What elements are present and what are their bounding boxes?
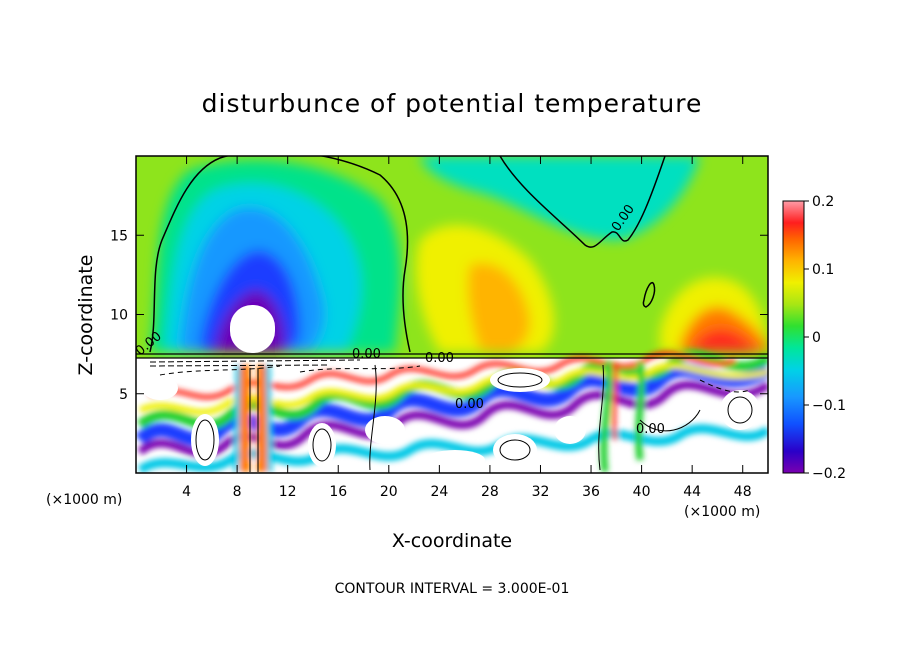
x-tick-label: 32 <box>532 484 550 500</box>
lower-contours <box>159 364 753 472</box>
y-axis-ticks: 5 10 15 <box>110 228 768 403</box>
eddy-contour <box>639 409 701 432</box>
eddy-contour <box>249 368 259 472</box>
x-tick-label: 4 <box>182 484 191 500</box>
colorbar: 0.2 0.1 0 −0.1 −0.2 <box>782 194 846 482</box>
eddy <box>425 450 485 470</box>
eddy-contour <box>159 365 421 376</box>
eddy <box>668 450 712 470</box>
x-unit-right: (×1000 m) <box>684 504 760 520</box>
x-tick-label: 8 <box>233 484 242 500</box>
upper-smooth-region <box>150 156 768 352</box>
eddy <box>554 416 586 444</box>
eddy <box>308 423 336 467</box>
band-blue-1 <box>136 363 768 447</box>
colorbar-tick-label: 0.2 <box>812 194 834 210</box>
boundary-layer-lines <box>136 353 768 367</box>
y-tick-label: 15 <box>110 228 128 244</box>
eddy-contour <box>727 396 753 424</box>
eddy-contour <box>369 364 377 471</box>
contour-labels: 0.00 0.00 0.00 0.00 0.00 0.00 <box>133 202 665 437</box>
x-tick-label: 48 <box>734 484 752 500</box>
warm-anomaly-orange <box>468 263 530 352</box>
plume-right-red <box>612 361 618 441</box>
upper-contours <box>149 156 666 353</box>
x-tick-label: 12 <box>279 484 297 500</box>
eddy-contour <box>598 364 604 471</box>
eddy <box>493 434 537 466</box>
x-axis-label: X-coordinate <box>392 530 512 552</box>
eddy <box>142 376 178 400</box>
contour-label: 0.00 <box>455 397 484 412</box>
plume-left-cyan <box>233 364 273 473</box>
x-tick-label: 44 <box>683 484 701 500</box>
x-tick-label: 24 <box>430 484 448 500</box>
eddy <box>490 368 550 392</box>
eddy-contour <box>312 428 332 462</box>
contour-label: 0.00 <box>636 422 665 437</box>
x-tick-label: 16 <box>329 484 347 500</box>
x-tick-label: 40 <box>633 484 651 500</box>
y-tick-label: 10 <box>110 308 128 324</box>
zero-contour-left <box>149 156 411 353</box>
contour-label: 0.00 <box>425 351 454 366</box>
turbulent-bands <box>136 350 768 473</box>
eddy <box>365 416 405 444</box>
small-closed-contour <box>642 281 656 308</box>
eddy-contour <box>497 372 543 388</box>
warm-anomaly-right-red <box>690 328 760 352</box>
y-axis-label: Z-coordinate <box>75 255 97 376</box>
zero-contour-right <box>499 156 666 248</box>
colorbar-gradient <box>783 201 804 473</box>
heatmap-field <box>136 156 768 473</box>
dashed-band <box>149 359 361 367</box>
x-tick-label: 28 <box>481 484 499 500</box>
colorbar-tick-label: −0.1 <box>812 398 846 414</box>
contour-interval-note: CONTOUR INTERVAL = 3.000E-01 <box>335 581 570 597</box>
x-tick-label: 20 <box>380 484 398 500</box>
lower-turbulent-region <box>136 350 768 473</box>
cool-anomaly-top <box>420 156 700 240</box>
chart-title: disturbunce of potential temperature <box>202 89 703 118</box>
x-unit-left: (×1000 m) <box>46 492 122 508</box>
colorbar-tick-label: −0.2 <box>812 466 846 482</box>
eddy <box>720 390 760 430</box>
colorbar-tick-label: 0 <box>812 330 821 346</box>
eddy-contour <box>499 439 531 461</box>
contour-label: 0.00 <box>352 347 381 362</box>
x-axis-ticks: 4 8 12 16 20 24 28 32 36 40 44 48 <box>182 156 752 500</box>
plume-left <box>240 365 267 472</box>
band-cyan-1 <box>137 424 768 473</box>
x-tick-label: 36 <box>582 484 600 500</box>
eddy <box>191 414 219 466</box>
eddy-contour <box>699 379 751 393</box>
white-hot-core <box>230 305 275 353</box>
colorbar-tick-label: 0.1 <box>812 262 834 278</box>
colorbar-ticks: 0.2 0.1 0 −0.1 −0.2 <box>804 194 846 482</box>
plume-right <box>600 361 645 473</box>
y-tick-label: 5 <box>119 387 128 403</box>
eddy-contour <box>195 419 215 461</box>
